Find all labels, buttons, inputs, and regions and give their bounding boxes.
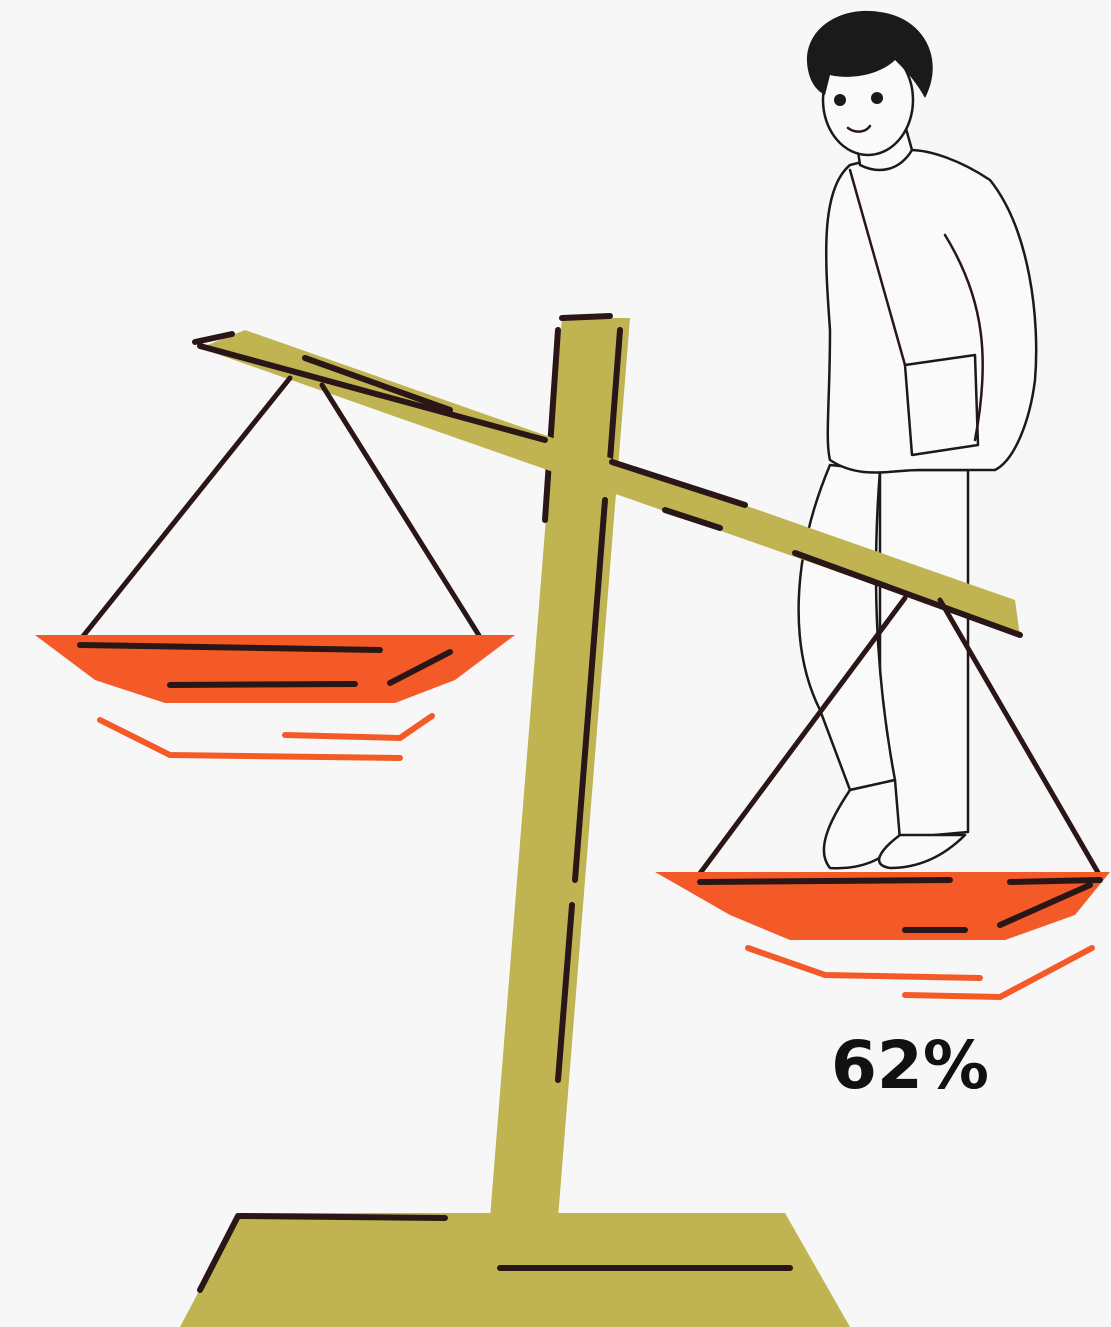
scale-pillar (490, 318, 630, 1218)
scale (35, 313, 1110, 1327)
person-eye (834, 94, 846, 106)
caption: 62% (831, 1027, 989, 1104)
person (797, 10, 1038, 870)
pan-shading (697, 877, 1103, 933)
person-shoe (877, 833, 967, 870)
right-pan (655, 872, 1110, 940)
person-bag (903, 353, 980, 457)
person-eye (871, 92, 883, 104)
scale-string (695, 595, 1103, 879)
scale-shading (542, 313, 623, 1083)
person-jacket (824, 148, 1038, 474)
pan-shadow (97, 713, 435, 761)
left-pan (35, 635, 515, 703)
scale-string (77, 375, 488, 648)
person-mouth (846, 124, 872, 133)
scale-shading (197, 1213, 793, 1293)
person-strap (848, 168, 985, 442)
person-hair (806, 10, 933, 98)
pan-shadow (745, 945, 1095, 1001)
pan-shading (77, 642, 453, 688)
scale-shading (192, 331, 1023, 638)
